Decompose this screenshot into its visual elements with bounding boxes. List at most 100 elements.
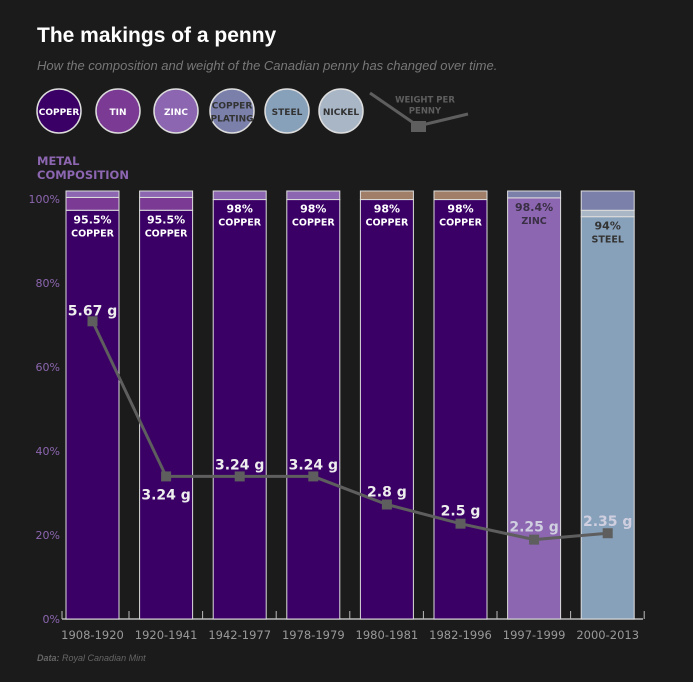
bar-1920-1941: 95.5% COPPER 1920-1941 [135, 190, 204, 642]
bar-segment-copper [212, 199, 267, 620]
bar-1997-1999: 98.4% ZINC 1997-1999 [503, 190, 572, 642]
legend-item-steel: STEEL [264, 88, 310, 134]
weight-label: 3.24 g [215, 457, 264, 473]
bar-label-metal: COPPER [292, 218, 335, 229]
bar-label-percent: 98% [300, 203, 326, 216]
y-tick-label: 80% [36, 277, 60, 290]
bar-1908-1920: 95.5% COPPER 1908-1920 [61, 190, 130, 642]
weight-point [381, 499, 392, 510]
bar-1942-1977: 98% COPPER 1942-1977 [208, 190, 277, 642]
bar-label-percent: 98% [374, 203, 400, 216]
legend-swatch [264, 88, 310, 134]
bar-label-metal: COPPER [366, 218, 409, 229]
bar-label-metal: COPPER [145, 228, 188, 239]
x-tick-label: 1980-1981 [356, 628, 419, 642]
data-source: Data: Royal Canadian Mint [37, 653, 146, 663]
x-tick-label: 1908-1920 [61, 628, 124, 642]
bar-label-percent: 98.4% [515, 201, 553, 214]
bar-segment-bronze [359, 190, 414, 201]
bar-label-percent: 94% [595, 220, 621, 233]
x-tick-label: 1920-1941 [135, 628, 198, 642]
weight-point [455, 518, 466, 529]
bar-segment-copper [65, 209, 120, 620]
legend-weight-label: WEIGHT PER PENNY [395, 96, 455, 117]
bar-1980-1981: 98% COPPER 1980-1981 [356, 190, 424, 642]
legend-swatch [318, 88, 364, 134]
bar-label-metal: COPPER [71, 228, 114, 239]
bar-segment-tin [65, 196, 120, 211]
weight-label: 3.24 g [141, 487, 190, 503]
y-axis-title: METAL [37, 154, 80, 168]
legend-item-zinc: ZINC [153, 88, 199, 134]
legend-label: COPPER [39, 108, 80, 118]
bar-segment-zinc [286, 190, 341, 201]
weight-point [87, 316, 98, 327]
legend-swatch [95, 88, 141, 134]
bar-label-percent: 98% [447, 203, 473, 216]
legend-label: STEEL [272, 108, 303, 118]
x-tick-label: 2000-2013 [576, 628, 639, 642]
bar-label-metal: ZINC [521, 216, 546, 227]
bar-label-metal: COPPER [439, 218, 482, 229]
x-tick-label: 1942-1977 [208, 628, 271, 642]
bar-label-percent: 95.5% [73, 213, 111, 226]
bar-2000-2013: 94% STEEL 2000-2013 [576, 190, 645, 642]
bar-segment-copper [359, 199, 414, 620]
bar-label-metal: STEEL [592, 235, 624, 246]
bar-segment-zinc [507, 197, 562, 620]
bar-label-percent: 98% [227, 203, 253, 216]
weight-point [602, 528, 613, 539]
weight-label: 3.24 g [289, 457, 338, 473]
x-tick-label: 1978-1979 [282, 628, 345, 642]
legend-swatch [153, 88, 199, 134]
bar-segment-zinc [139, 190, 194, 198]
source-name: Royal Canadian Mint [62, 653, 146, 663]
y-tick-label: 60% [36, 361, 60, 374]
weight-point [234, 471, 245, 482]
bar-segment-copper-plating [580, 190, 635, 211]
bar-segment-copper [286, 199, 341, 620]
weight-label: 5.67 g [68, 303, 117, 319]
bar-segment-steel [580, 216, 635, 620]
bar-label-percent: 95.5% [147, 213, 185, 226]
legend-label: TIN [109, 108, 126, 118]
x-tick-label: 1982-1996 [429, 628, 492, 642]
legend-item-nickel: NICKEL [318, 88, 364, 134]
y-tick-label: 0% [43, 613, 60, 626]
legend-swatch [209, 88, 255, 134]
bar-1982-1996: 98% COPPER 1982-1996 [429, 190, 498, 642]
legend-swatch [36, 88, 82, 134]
bar-segment-bronze [433, 190, 488, 201]
bar-label-metal: COPPER [218, 218, 261, 229]
y-axis-title: COMPOSITION [37, 168, 129, 182]
bar-segment-copper [433, 199, 488, 620]
x-tick-label: 1997-1999 [503, 628, 566, 642]
weight-line [91, 320, 608, 542]
weight-point [161, 471, 172, 482]
weight-point [308, 471, 319, 482]
legend-label: COPPER PLATING [210, 102, 253, 125]
legend-item-tin: TIN [95, 88, 141, 134]
weight-point [529, 534, 540, 545]
subtitle: How the composition and weight of the Ca… [37, 58, 498, 73]
legend-item-copper-plating: COPPER PLATING [209, 88, 255, 134]
bar-1978-1979: 98% COPPER 1978-1979 [282, 190, 351, 642]
y-tick-label: 20% [36, 529, 60, 542]
source-label: Data: [37, 653, 60, 663]
page-title: The makings of a penny [37, 24, 277, 47]
bar-segment-nickel [580, 209, 635, 218]
bar-segment-zinc [65, 190, 120, 198]
legend-item-copper: COPPER [36, 88, 82, 134]
bar-segment-tin [139, 196, 194, 211]
weight-label: 2.25 g [509, 520, 558, 536]
bar-segment-copper-plating [507, 190, 562, 199]
weight-label: 2.35 g [583, 514, 632, 530]
bar-segment-zinc [212, 190, 267, 201]
weight-label: 2.5 g [441, 504, 481, 520]
weight-label: 2.8 g [367, 485, 407, 501]
y-tick-label: 40% [36, 445, 60, 458]
legend-weight: WEIGHT PER PENNY [369, 91, 469, 132]
y-tick-label: 100% [29, 193, 60, 206]
